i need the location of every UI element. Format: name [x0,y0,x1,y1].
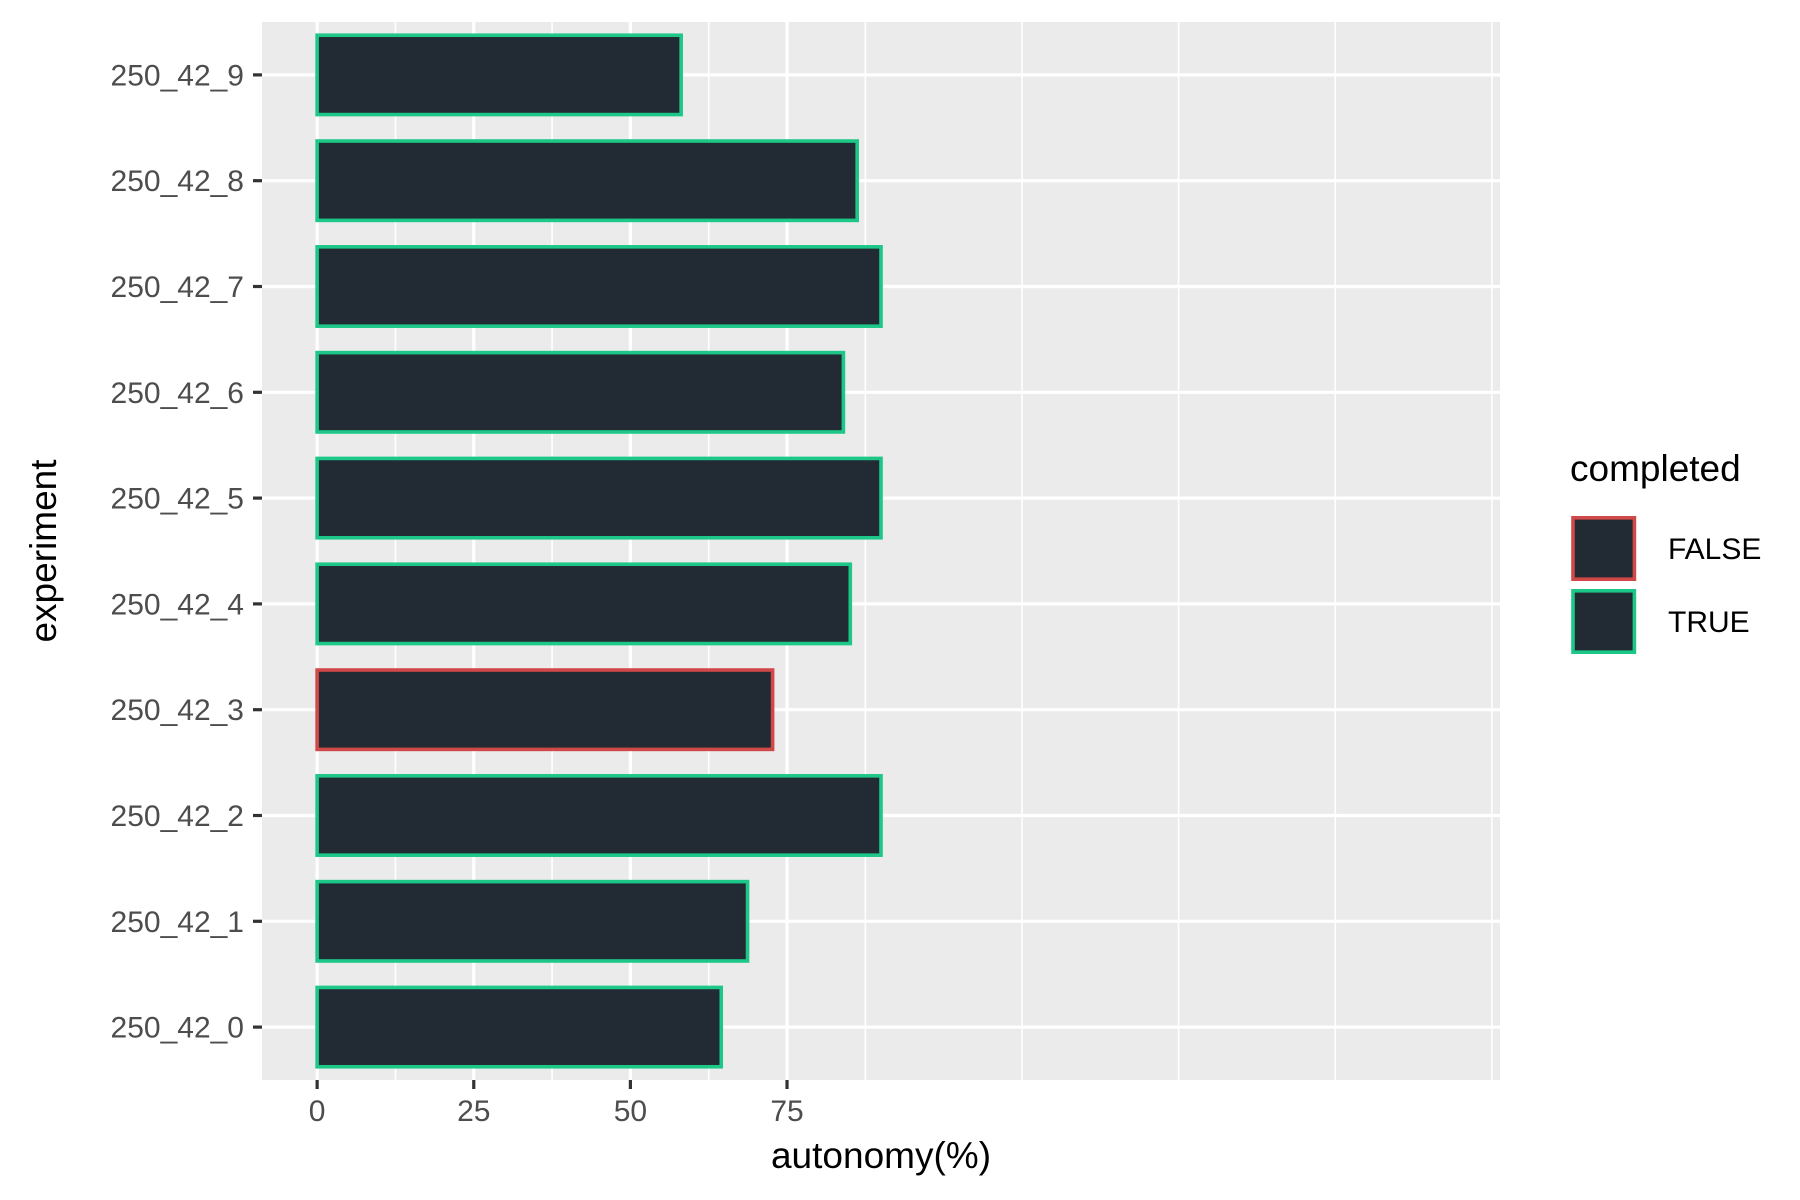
x-tick-label: 75 [770,1095,803,1128]
legend: completed FALSE TRUE [1570,448,1761,654]
y-tick-label: 250_42_6 [111,377,244,410]
legend-title: completed [1570,448,1741,489]
y-tick-label: 250_42_3 [111,694,244,727]
y-axis: 250_42_0 250_42_1 250_42_2 250_42_3 250_42_4… [111,59,262,1045]
y-tick-label: 250_42_9 [111,59,244,92]
bar-250_42_5 [315,456,883,540]
y-tick-label: 250_42_8 [111,165,244,198]
x-tick-label: 50 [614,1095,647,1128]
bar-250_42_9 [315,33,683,117]
bar-250_42_3 [315,668,775,752]
y-axis-title: experiment [23,459,64,643]
legend-key-false [1571,515,1637,581]
x-tick-label: 0 [309,1095,326,1128]
bar-250_42_0 [315,985,724,1069]
x-tick-label: 25 [457,1095,490,1128]
x-axis-title: autonomy(%) [771,1135,991,1176]
bar-250_42_6 [315,350,846,434]
y-tick-label: 250_42_2 [111,800,244,833]
y-tick-label: 250_42_1 [111,906,244,939]
bar-250_42_4 [315,562,853,646]
bar-250_42_1 [315,879,750,963]
bar-250_42_7 [315,245,883,328]
legend-label-false: FALSE [1668,533,1761,566]
x-axis: 0 25 50 75 [309,1080,804,1128]
minor-gridlines [394,22,1493,1080]
y-tick-label: 250_42_4 [111,588,244,621]
legend-entries: FALSE TRUE [1571,515,1761,654]
legend-key-true [1571,588,1637,654]
bars [315,33,883,1069]
bar-250_42_2 [315,774,883,857]
y-tick-label: 250_42_5 [111,483,244,516]
legend-label-true: TRUE [1668,606,1750,639]
y-tick-label: 250_42_0 [111,1012,244,1045]
y-tick-label: 250_42_7 [111,271,244,304]
bar-250_42_8 [315,139,859,223]
